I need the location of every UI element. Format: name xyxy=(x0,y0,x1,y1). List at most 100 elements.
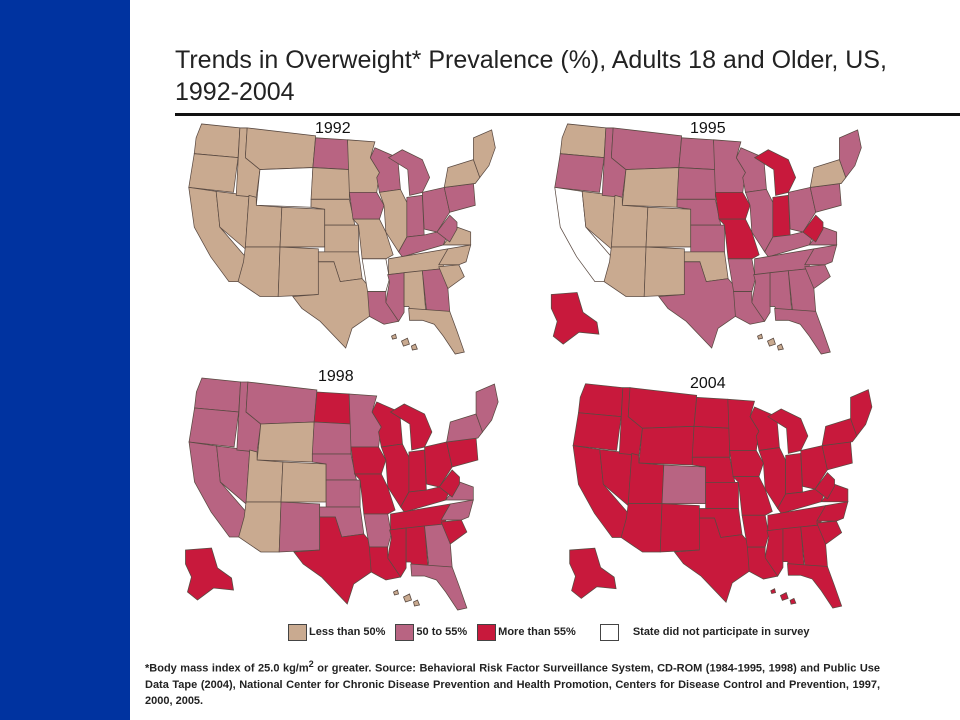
legend-item-less-than-50: Less than 50% xyxy=(288,623,386,641)
state-ks xyxy=(705,482,739,509)
state-mi xyxy=(753,149,797,196)
state-nc xyxy=(440,499,474,521)
state-ar xyxy=(363,513,392,548)
state-tx xyxy=(293,516,373,605)
state-nd xyxy=(678,137,716,170)
map-1992 xyxy=(188,123,496,355)
state-mo xyxy=(352,218,394,260)
state-ny xyxy=(443,159,481,188)
state-co xyxy=(661,464,706,505)
state-ga xyxy=(421,268,451,315)
state-ga xyxy=(800,524,828,570)
state-az xyxy=(238,501,282,553)
state-tx xyxy=(292,261,371,349)
legend-swatch-not-participating xyxy=(599,623,619,641)
state-hi xyxy=(400,337,410,347)
state-fl xyxy=(408,307,465,355)
state-nd xyxy=(693,396,730,429)
state-nc xyxy=(804,244,838,266)
legend-swatch-less-than-50 xyxy=(288,623,307,641)
state-wy xyxy=(621,167,680,208)
legend-swatch-more-than-55 xyxy=(477,623,497,641)
state-pa xyxy=(821,441,853,471)
state-sc xyxy=(804,264,831,290)
state-nm xyxy=(643,246,685,297)
state-ia xyxy=(714,191,751,220)
state-hi-island-2 xyxy=(413,599,421,607)
map-year-label-1992: 1992 xyxy=(315,120,351,137)
state-ar xyxy=(361,258,390,292)
contiguous-states xyxy=(572,383,873,609)
state-hi-island-2 xyxy=(410,343,418,351)
state-hi xyxy=(766,337,776,347)
state-sd xyxy=(310,167,350,200)
state-ia xyxy=(350,446,387,475)
state-nc xyxy=(816,501,849,522)
state-sc xyxy=(440,519,468,545)
state-mi xyxy=(767,408,809,454)
state-hi xyxy=(402,593,413,603)
state-mt xyxy=(610,127,682,170)
state-ne-us xyxy=(473,129,496,179)
state-sd xyxy=(311,421,352,455)
state-mt xyxy=(244,127,316,170)
state-or xyxy=(554,153,605,193)
state-ga xyxy=(424,523,453,571)
state-nm xyxy=(659,503,700,553)
state-co xyxy=(280,461,327,503)
state-tx xyxy=(673,517,751,603)
state-hi-island xyxy=(770,588,777,595)
footnote-text-2: or greater. Source: Behavioral Risk Fact… xyxy=(145,662,880,707)
state-sc xyxy=(438,264,465,290)
state-mi xyxy=(387,149,431,196)
state-wa xyxy=(578,383,624,418)
state-wv xyxy=(438,469,460,498)
state-hi-island xyxy=(757,333,764,340)
state-wv xyxy=(802,214,824,243)
state-sd xyxy=(691,425,730,458)
state-nd xyxy=(313,391,352,425)
map-year-label-2004: 2004 xyxy=(690,375,726,392)
state-oh xyxy=(800,445,828,490)
state-oh xyxy=(424,441,453,488)
state-nc xyxy=(438,244,472,266)
footnote-superscript: 2 xyxy=(308,659,314,669)
legend-label-less-than-50: Less than 50% xyxy=(309,626,386,638)
state-nd xyxy=(312,137,350,170)
state-az xyxy=(603,246,647,297)
title-divider xyxy=(175,113,960,116)
state-ks xyxy=(324,224,359,253)
state-nm xyxy=(278,501,321,553)
state-mt xyxy=(245,381,318,425)
state-ne-us xyxy=(850,389,873,437)
state-wv xyxy=(436,214,458,243)
state-oh xyxy=(787,186,817,233)
state-az xyxy=(237,246,281,297)
contiguous-states xyxy=(188,377,499,611)
state-sd xyxy=(676,167,716,200)
state-pa xyxy=(809,183,842,213)
state-hi xyxy=(779,592,789,601)
state-wy xyxy=(255,167,314,208)
state-ne-us xyxy=(475,383,499,433)
state-nm xyxy=(277,246,319,297)
contiguous-states xyxy=(188,123,496,355)
state-wa xyxy=(194,377,241,413)
state-wa xyxy=(559,123,607,159)
state-mt xyxy=(627,387,698,429)
map-year-label-1998: 1998 xyxy=(318,368,354,385)
map-1995 xyxy=(550,123,862,355)
state-in xyxy=(772,194,791,238)
legend-label-not-participating: State did not participate in survey xyxy=(632,626,810,638)
state-ak xyxy=(185,547,234,601)
map-2004 xyxy=(569,383,873,609)
state-ne-us xyxy=(839,129,862,179)
state-or xyxy=(188,153,239,193)
state-in xyxy=(408,449,427,493)
state-ny xyxy=(821,418,858,447)
state-ny xyxy=(446,413,483,443)
state-co xyxy=(279,206,326,248)
state-ak xyxy=(550,292,600,345)
legend-label-50-to-55: 50 to 55% xyxy=(416,626,468,638)
state-hi-island-2 xyxy=(776,343,784,351)
